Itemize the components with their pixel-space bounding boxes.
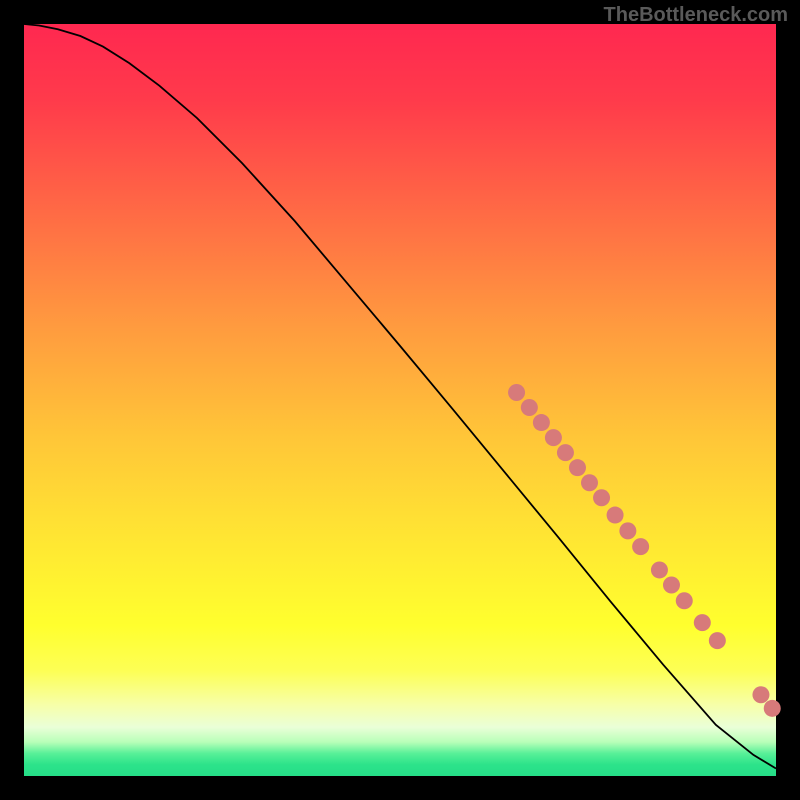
watermark-text: TheBottleneck.com (604, 4, 788, 27)
plot-background (24, 24, 776, 776)
data-marker (752, 686, 769, 703)
data-marker (676, 592, 693, 609)
data-marker (581, 474, 598, 491)
data-marker (709, 632, 726, 649)
data-marker (663, 576, 680, 593)
data-marker (521, 399, 538, 416)
data-marker (619, 522, 636, 539)
data-marker (557, 444, 574, 461)
data-marker (508, 384, 525, 401)
data-marker (632, 538, 649, 555)
data-marker (764, 700, 781, 717)
data-marker (593, 489, 610, 506)
data-marker (569, 459, 586, 476)
data-marker (545, 429, 562, 446)
data-marker (533, 414, 550, 431)
data-marker (651, 561, 668, 578)
data-marker (694, 614, 711, 631)
data-marker (607, 507, 624, 524)
chart-svg (0, 0, 800, 800)
chart-container: TheBottleneck.com (0, 0, 800, 800)
